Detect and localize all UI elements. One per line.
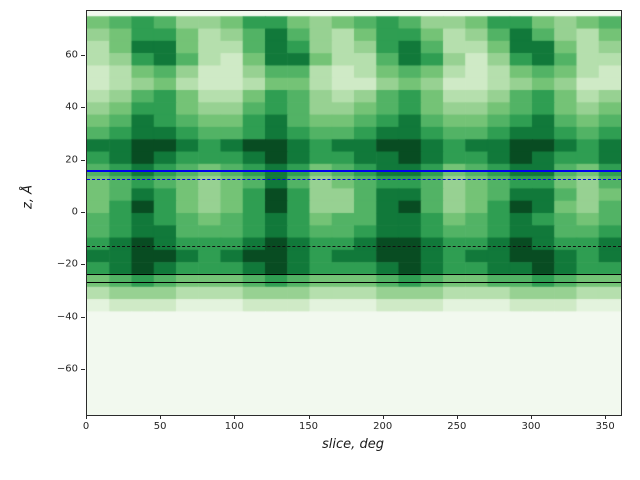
overlay-line-solid-z16 bbox=[87, 170, 621, 173]
x-tick-mark bbox=[531, 415, 532, 419]
y-tick-label: −60 bbox=[56, 363, 78, 375]
y-tick-label: 40 bbox=[65, 101, 78, 113]
x-tick-mark bbox=[86, 415, 87, 419]
y-axis-label: z, Å bbox=[20, 185, 36, 209]
y-tick-mark bbox=[81, 369, 85, 371]
y-tick-mark bbox=[81, 264, 85, 266]
x-tick-label: 200 bbox=[373, 421, 393, 432]
x-tick-mark bbox=[456, 415, 458, 419]
x-tick-label: 150 bbox=[298, 421, 319, 432]
y-tick-label: −40 bbox=[56, 311, 78, 323]
plot-area bbox=[86, 10, 622, 416]
y-tick-mark bbox=[81, 107, 85, 109]
y-tick-label: −20 bbox=[56, 258, 78, 270]
y-tick-label: 0 bbox=[71, 206, 78, 218]
x-tick-label: 100 bbox=[224, 421, 244, 432]
overlay-line-solid-z-26.5 bbox=[87, 281, 621, 283]
x-tick-label: 350 bbox=[595, 421, 615, 432]
x-tick-mark bbox=[160, 415, 162, 419]
x-tick-label: 300 bbox=[521, 421, 541, 432]
overlay-line-dashed-z-13 bbox=[87, 246, 621, 248]
y-tick-mark bbox=[81, 54, 85, 56]
x-axis-label: slice, deg bbox=[322, 437, 384, 452]
y-tick-mark bbox=[81, 212, 85, 213]
y-tick-mark bbox=[81, 159, 85, 161]
x-tick-label: 50 bbox=[153, 421, 167, 432]
overlay-line-dashed-z12.5 bbox=[87, 179, 621, 181]
overlay-line-solid-z-23.5 bbox=[87, 273, 621, 275]
y-tick-label: 60 bbox=[65, 49, 78, 61]
x-tick-mark bbox=[308, 415, 310, 419]
x-tick-label: 250 bbox=[447, 421, 467, 432]
y-tick-label: 20 bbox=[65, 154, 78, 166]
x-tick-label: 0 bbox=[82, 421, 90, 432]
x-tick-mark bbox=[234, 415, 236, 419]
x-tick-mark bbox=[605, 415, 607, 419]
x-tick-mark bbox=[382, 415, 384, 419]
y-tick-mark bbox=[81, 316, 85, 318]
heatmap-canvas bbox=[87, 11, 621, 415]
